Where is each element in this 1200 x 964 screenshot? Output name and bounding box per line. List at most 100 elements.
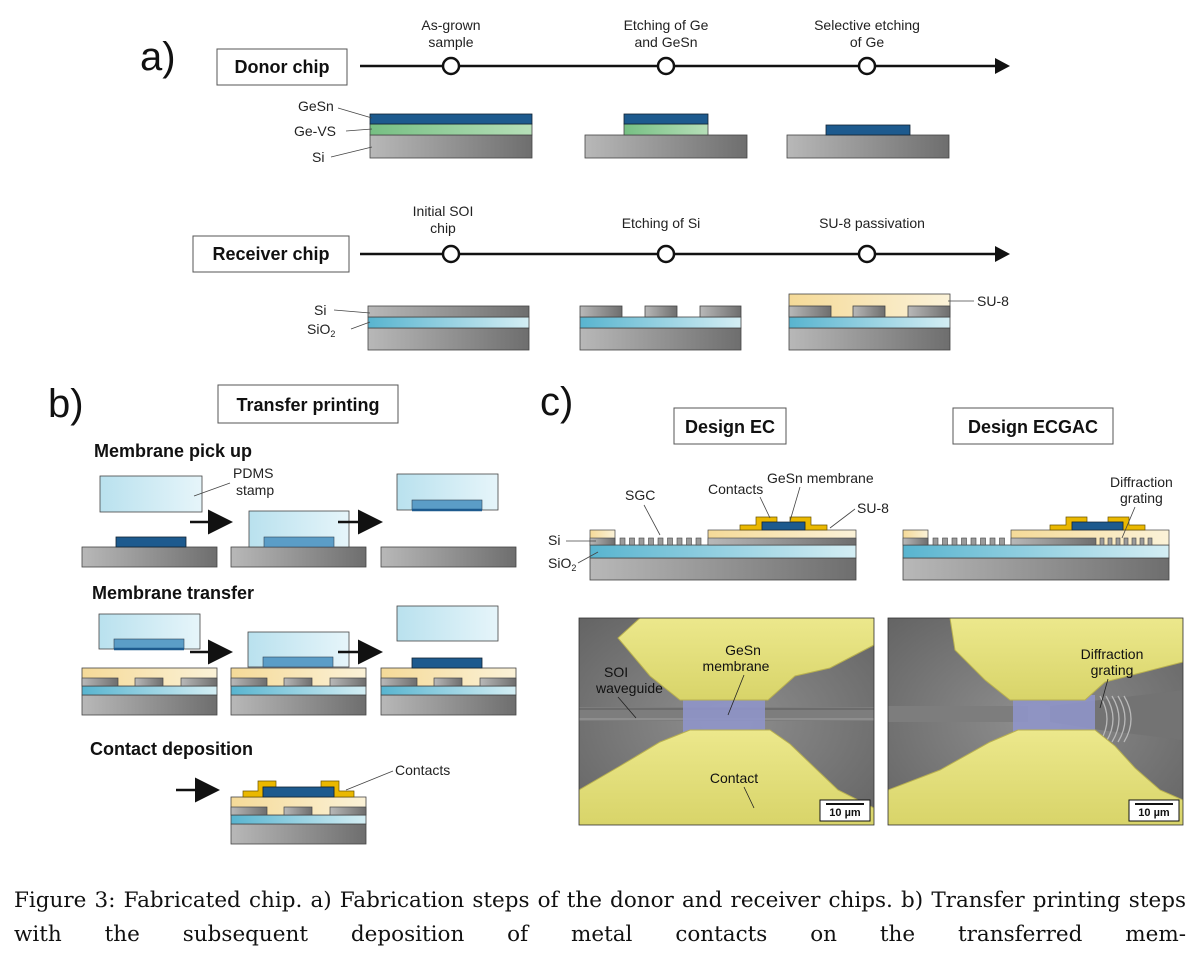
receiver-step-2-label: Etching of Si [622, 215, 701, 231]
label-diffraction-grating-ecgac-line1: Diffraction [1110, 474, 1173, 490]
label-su8-ec: SU-8 [857, 500, 889, 516]
label-contacts-ec: Contacts [708, 481, 763, 497]
receiver-step-2-node [656, 244, 676, 264]
panel-label-a: a) [140, 35, 176, 79]
sem-label-gesn-line1: GeSn [725, 642, 761, 658]
pickup-stage-1 [81, 475, 218, 568]
receiver-timeline-arrowhead [995, 246, 1010, 262]
pickup-stage-2 [230, 510, 367, 568]
receiver-step-3-node [857, 244, 877, 264]
grating-tooth [1099, 537, 1105, 546]
grating-tooth [657, 537, 664, 546]
grating-tooth [648, 537, 654, 546]
donor-stack-selective [786, 124, 950, 159]
receiver-chip-box [192, 235, 350, 273]
contacts-label-b: Contacts [395, 762, 450, 778]
pickup-stage-3 [380, 473, 517, 568]
grating-tooth [1107, 537, 1113, 546]
diffraction-ring [1111, 695, 1120, 743]
sem-image-ec [578, 617, 875, 826]
donor-timeline-arrowhead [995, 58, 1010, 74]
donor-step-1-label-line1: As-grown [421, 17, 480, 33]
grating-tooth [1139, 537, 1145, 546]
grating-tooth [999, 537, 1005, 546]
grating-tooth [942, 537, 948, 546]
design-ec-title: Design EC [685, 417, 775, 437]
ec-cross-section [589, 516, 857, 581]
design-ecgac-box [952, 407, 1114, 445]
layer-label-gevs: Ge-VS [294, 123, 336, 139]
receiver-stack-soi [367, 305, 530, 351]
design-ecgac-title: Design ECGAC [968, 417, 1098, 437]
label-sio2-ec: SiO2 [548, 555, 576, 573]
donor-step-1-label-line2: sample [428, 34, 473, 50]
scale-bar-right: 10 µm [1138, 807, 1170, 819]
grating-tooth [989, 537, 996, 546]
grating-tooth [961, 537, 967, 546]
transfer-stage-1 [81, 613, 218, 716]
layer-label-si-receiver: Si [314, 302, 326, 318]
step-membrane-pick-up: Membrane pick up [94, 441, 252, 461]
receiver-chip-title: Receiver chip [212, 244, 329, 264]
layer-label-sio2-receiver: SiO2 [307, 321, 335, 339]
donor-step-3-label-line2: of Ge [850, 34, 884, 50]
figure-3: a) Donor chip As-grown sample Etching of… [48, 17, 1184, 845]
sem-label-gesn-line2: membrane [703, 658, 770, 674]
grating-tooth [619, 537, 626, 546]
receiver-stack-etched [579, 305, 742, 351]
label-diffraction-grating-ecgac-line2: grating [1120, 490, 1163, 506]
scale-bar-left: 10 µm [829, 807, 861, 819]
pdms-label-line1: PDMS [233, 465, 273, 481]
grating-tooth [970, 537, 977, 546]
step-membrane-transfer: Membrane transfer [92, 583, 254, 603]
receiver-step-1-node [441, 244, 461, 264]
sem-image-ecgac [887, 617, 1184, 826]
grating-tooth [667, 537, 673, 546]
panel-label-b: b) [48, 382, 84, 426]
transfer-stage-2 [230, 631, 367, 716]
layer-label-su8-receiver: SU-8 [977, 293, 1009, 309]
grating-tooth [1147, 537, 1153, 546]
grating-tooth [951, 537, 958, 546]
label-gesn-membrane-ec: GeSn membrane [767, 470, 874, 486]
transfer-printing-box [217, 384, 399, 424]
grating-tooth [676, 537, 683, 546]
grating-tooth [1131, 537, 1137, 546]
sem-label-soi-line2: waveguide [595, 680, 663, 696]
donor-chip-title: Donor chip [235, 57, 330, 77]
grating-tooth [932, 537, 939, 546]
sem-label-soi-line1: SOI [604, 664, 628, 680]
donor-chip-box [216, 48, 348, 86]
grating-tooth [980, 537, 986, 546]
label-sgc-ec: SGC [625, 487, 655, 503]
donor-step-2-node [656, 56, 676, 76]
layer-label-gesn: GeSn [298, 98, 334, 114]
donor-step-3-label-line1: Selective etching [814, 17, 920, 33]
donor-stack-etched [584, 113, 748, 159]
grating-tooth [629, 537, 635, 546]
donor-step-3-node [857, 56, 877, 76]
receiver-step-3-label: SU-8 passivation [819, 215, 925, 231]
grating-tooth [1115, 537, 1121, 546]
receiver-step-1-label-line1: Initial SOI [413, 203, 474, 219]
design-ec-box [673, 407, 787, 445]
grating-tooth [695, 537, 702, 546]
grating-tooth [638, 537, 645, 546]
transfer-printing-title: Transfer printing [236, 395, 379, 415]
donor-step-1-node [441, 56, 461, 76]
transfer-stage-3 [380, 605, 517, 716]
ecgac-cross-section [902, 516, 1170, 581]
grating-tooth [1123, 537, 1129, 546]
sem-label-grating-line1: Diffraction [1081, 646, 1144, 662]
donor-step-2-label-line1: Etching of Ge [624, 17, 709, 33]
figure-caption: Figure 3: Fabricated chip. a) Fabricatio… [14, 888, 1186, 947]
diffraction-ring [1123, 695, 1132, 743]
sem-label-grating-line2: grating [1091, 662, 1134, 678]
pdms-label-line2: stamp [236, 482, 274, 498]
receiver-step-1-label-line2: chip [430, 220, 456, 236]
layer-label-si-donor: Si [312, 149, 324, 165]
step-contact-deposition: Contact deposition [90, 739, 253, 759]
contact-stage [230, 780, 367, 845]
label-si-ec: Si [548, 532, 560, 548]
diffraction-ring [1117, 695, 1126, 743]
